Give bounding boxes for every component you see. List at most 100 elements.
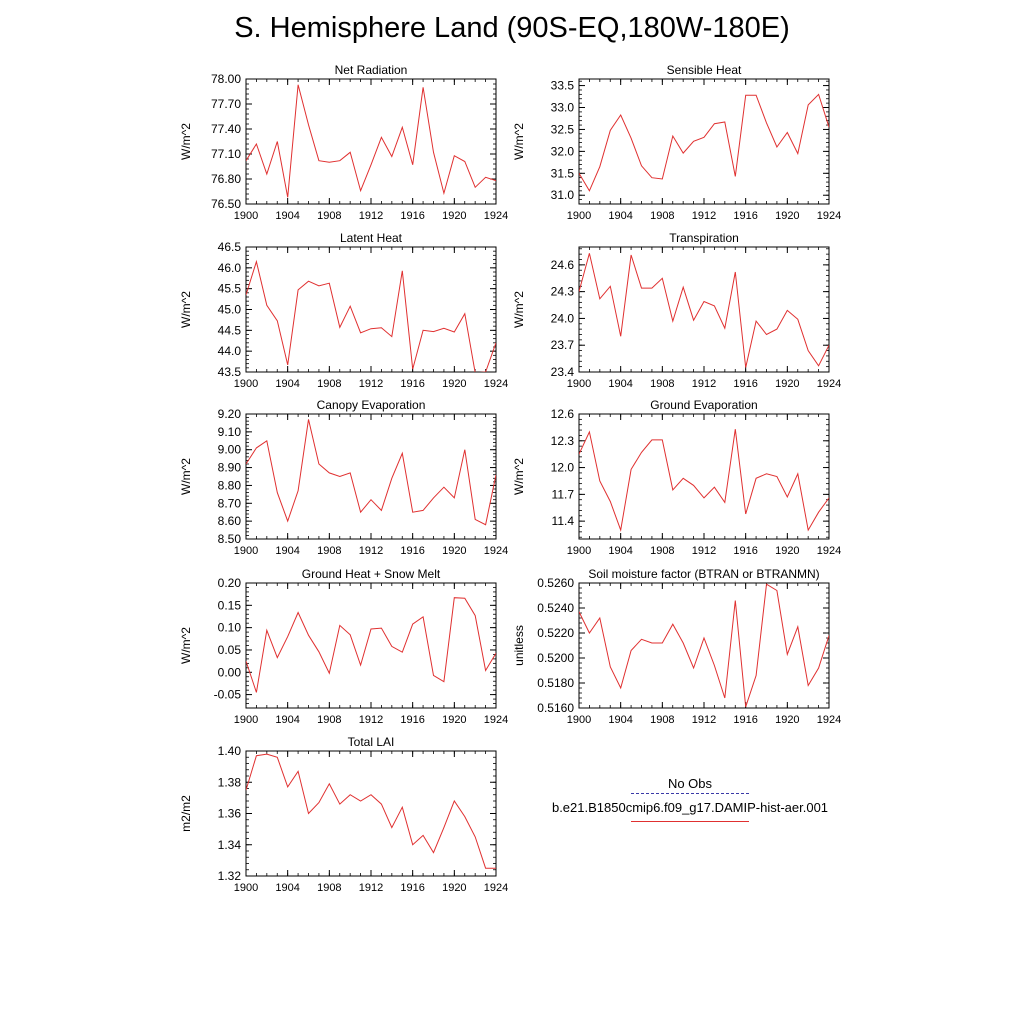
y-tick-label: 8.80 — [218, 478, 242, 492]
y-tick-label: 8.90 — [218, 461, 242, 475]
plot-frame — [578, 413, 830, 540]
y-tick-label: 24.6 — [551, 258, 575, 272]
y-tick-label: 31.0 — [551, 188, 575, 202]
x-tick-label: 1912 — [359, 378, 383, 390]
y-tick-label: 0.5240 — [537, 601, 574, 615]
legend-case-label: b.e21.B1850cmip6.f09_g17.DAMIP-hist-aer.… — [551, 800, 829, 815]
y-axis-label: W/m^2 — [179, 458, 193, 495]
y-tick-label: 0.05 — [218, 643, 242, 657]
x-tick-label: 1908 — [650, 545, 674, 557]
x-tick-label: 1920 — [442, 545, 466, 557]
y-tick-label: 77.70 — [211, 97, 241, 111]
y-tick-label: 8.60 — [218, 514, 242, 528]
y-tick-label: 33.0 — [551, 101, 575, 115]
y-tick-label: 0.20 — [218, 576, 242, 590]
x-tick-label: 1908 — [317, 545, 341, 557]
y-tick-label: 1.32 — [218, 869, 242, 883]
y-tick-label: 0.5260 — [537, 576, 574, 590]
x-tick-label: 1900 — [567, 714, 591, 726]
y-tick-label: 44.0 — [218, 344, 242, 358]
y-tick-label: 32.0 — [551, 144, 575, 158]
legend-case-line — [631, 821, 749, 822]
x-tick-label: 1916 — [733, 714, 757, 726]
y-tick-label: 1.40 — [218, 744, 242, 758]
series-line — [246, 597, 496, 693]
x-tick-label: 1916 — [400, 378, 424, 390]
chart-title: Ground Evaporation — [650, 398, 757, 412]
x-tick-label: 1924 — [484, 378, 508, 390]
x-tick-label: 1920 — [442, 210, 466, 222]
y-tick-label: 8.70 — [218, 496, 242, 510]
x-tick-label: 1900 — [234, 378, 258, 390]
y-tick-label: 76.50 — [211, 197, 241, 211]
x-tick-label: 1904 — [608, 714, 632, 726]
y-tick-label: 46.0 — [218, 261, 242, 275]
x-tick-label: 1920 — [442, 714, 466, 726]
y-tick-label: 77.10 — [211, 147, 241, 161]
x-tick-label: 1924 — [817, 545, 841, 557]
x-tick-label: 1912 — [692, 210, 716, 222]
x-tick-label: 1912 — [359, 210, 383, 222]
y-tick-label: 32.5 — [551, 122, 575, 136]
x-tick-label: 1908 — [650, 378, 674, 390]
x-tick-label: 1920 — [775, 378, 799, 390]
x-tick-label: 1912 — [692, 545, 716, 557]
x-tick-label: 1916 — [400, 714, 424, 726]
y-tick-label: 33.5 — [551, 79, 575, 93]
panel-latent-heat: Latent Heat W/m^2 1900 1904 1908 1912 1916 1920… — [179, 231, 508, 390]
x-tick-label: 1916 — [733, 545, 757, 557]
y-tick-label: 76.80 — [211, 172, 241, 186]
y-tick-label: 9.00 — [218, 443, 242, 457]
chart-title: Total LAI — [348, 735, 395, 749]
x-tick-label: 1920 — [775, 714, 799, 726]
panel-soil-moisture-factor-btran-or-btranmn: Soil moisture factor (BTRAN or BTRANMN) u… — [512, 567, 841, 726]
x-tick-label: 1912 — [359, 714, 383, 726]
y-tick-label: 11.7 — [552, 487, 575, 501]
x-tick-label: 1900 — [567, 378, 591, 390]
page-title: S. Hemisphere Land (90S-EQ,180W-180E) — [234, 12, 790, 44]
panel-net-radiation: Net Radiation W/m^2 1900 1904 1908 1912 1916 19… — [179, 63, 508, 222]
x-tick-label: 1904 — [275, 210, 299, 222]
plot-frame — [578, 582, 830, 709]
x-tick-label: 1900 — [234, 882, 258, 894]
series-line — [246, 259, 496, 372]
chart-title: Sensible Heat — [667, 63, 742, 77]
y-axis-label: W/m^2 — [512, 123, 526, 160]
x-tick-label: 1908 — [317, 378, 341, 390]
x-tick-label: 1904 — [275, 882, 299, 894]
x-tick-label: 1916 — [400, 545, 424, 557]
x-tick-label: 1916 — [733, 210, 757, 222]
series-line — [579, 93, 829, 192]
y-tick-label: 0.10 — [218, 621, 242, 635]
x-tick-label: 1904 — [275, 378, 299, 390]
x-tick-label: 1920 — [442, 882, 466, 894]
y-axis-label: W/m^2 — [512, 458, 526, 495]
x-tick-label: 1908 — [317, 882, 341, 894]
y-axis-label: W/m^2 — [512, 291, 526, 328]
x-tick-label: 1916 — [400, 882, 424, 894]
y-tick-label: 24.0 — [551, 311, 575, 325]
chart-title: Latent Heat — [340, 231, 403, 245]
x-tick-label: 1912 — [359, 882, 383, 894]
y-tick-label: 0.15 — [218, 598, 242, 612]
chart-title: Net Radiation — [335, 63, 408, 77]
y-tick-label: 45.0 — [218, 303, 242, 317]
x-tick-label: 1916 — [733, 378, 757, 390]
x-tick-label: 1900 — [234, 545, 258, 557]
x-tick-label: 1924 — [484, 882, 508, 894]
y-tick-label: 77.40 — [211, 122, 241, 136]
chart-title: Ground Heat + Snow Melt — [302, 567, 441, 581]
x-tick-label: 1908 — [317, 210, 341, 222]
y-tick-label: 78.00 — [211, 72, 241, 86]
y-tick-label: 1.38 — [218, 775, 242, 789]
y-tick-label: 11.4 — [552, 514, 575, 528]
series-line — [246, 753, 496, 869]
x-tick-label: 1900 — [234, 714, 258, 726]
series-line — [579, 429, 829, 533]
y-tick-label: 46.5 — [218, 240, 242, 254]
y-tick-label: 23.7 — [551, 338, 575, 352]
y-tick-label: 1.34 — [218, 838, 242, 852]
y-axis-label: m2/m2 — [179, 795, 193, 832]
y-tick-label: 0.5200 — [537, 651, 574, 665]
